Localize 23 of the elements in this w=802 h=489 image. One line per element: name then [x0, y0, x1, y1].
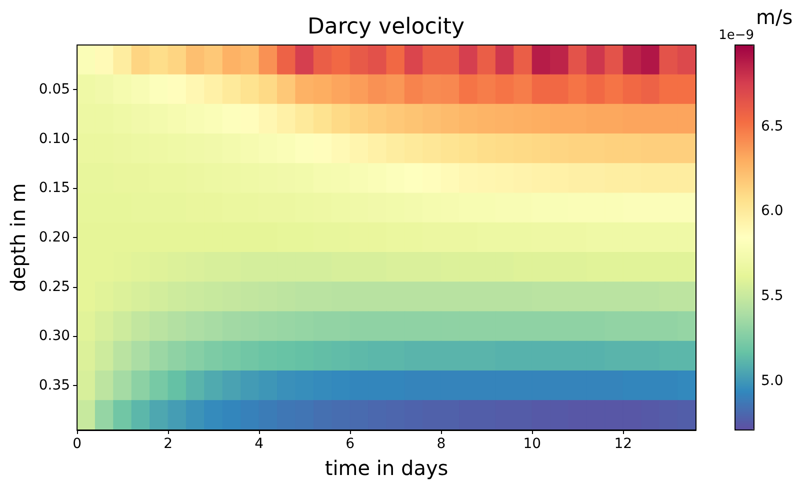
x-tick-label: 10 — [523, 436, 542, 452]
color-bar-label: 5.0 — [761, 372, 784, 389]
x-tick-label: 4 — [254, 436, 264, 452]
y-tick-label: 0.25 — [38, 278, 70, 295]
x-tick-label: 12 — [614, 436, 632, 452]
y-axis-title: depth in m — [6, 183, 30, 292]
y-tick-label: 0.35 — [38, 378, 70, 394]
y-tick-label: 0.05 — [38, 81, 70, 98]
y-tick-label: 0.20 — [38, 230, 70, 246]
y-tick-label: 0.15 — [38, 180, 70, 196]
color-bar-label: 5.5 — [761, 288, 784, 304]
x-axis-title: time in days — [324, 456, 448, 480]
x-tick-label: 0 — [72, 436, 82, 452]
x-tick-label: 2 — [164, 436, 173, 452]
color-bar-title: m/s — [756, 5, 793, 29]
chart-title: Darcy velocity — [307, 14, 465, 40]
text: 1e−9 — [718, 28, 754, 43]
y-tick-label: 0.30 — [38, 328, 70, 344]
y-tick-label: 0.10 — [38, 130, 70, 147]
color-bar-label: 6.0 — [761, 203, 784, 220]
x-tick-label: 8 — [436, 436, 446, 452]
x-tick-label: 6 — [346, 436, 355, 452]
color-bar-label: 6.5 — [761, 118, 784, 134]
